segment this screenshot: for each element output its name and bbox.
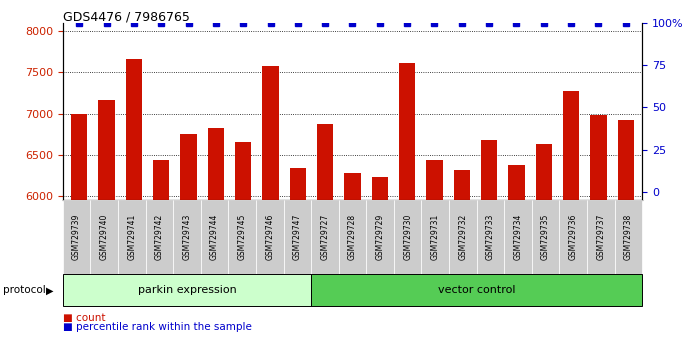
- Text: GSM729731: GSM729731: [431, 214, 440, 260]
- Text: GSM729732: GSM729732: [459, 214, 468, 260]
- Text: ■ count: ■ count: [63, 313, 105, 322]
- Text: GSM729737: GSM729737: [596, 214, 605, 261]
- Text: GSM729746: GSM729746: [265, 214, 274, 261]
- Bar: [153, 160, 170, 354]
- Bar: [563, 91, 579, 354]
- Text: parkin expression: parkin expression: [138, 285, 237, 295]
- Text: protocol: protocol: [3, 285, 46, 295]
- Bar: [290, 168, 306, 354]
- Text: vector control: vector control: [438, 285, 515, 295]
- Bar: [98, 99, 114, 354]
- Bar: [71, 114, 87, 354]
- Text: GSM729727: GSM729727: [320, 214, 329, 260]
- Bar: [399, 63, 415, 354]
- Bar: [535, 144, 552, 354]
- Bar: [317, 124, 334, 354]
- Text: GSM729730: GSM729730: [403, 214, 412, 261]
- Bar: [426, 160, 443, 354]
- Bar: [371, 177, 388, 354]
- Text: GSM729738: GSM729738: [624, 214, 633, 260]
- Text: GSM729745: GSM729745: [237, 214, 246, 261]
- Text: GSM729741: GSM729741: [127, 214, 136, 260]
- Bar: [344, 173, 361, 354]
- Bar: [180, 134, 197, 354]
- Text: GSM729728: GSM729728: [348, 214, 357, 260]
- Bar: [126, 59, 142, 354]
- Bar: [481, 140, 497, 354]
- Text: GSM729733: GSM729733: [486, 214, 495, 261]
- Text: GDS4476 / 7986765: GDS4476 / 7986765: [63, 11, 190, 24]
- Text: GSM729747: GSM729747: [293, 214, 302, 261]
- Text: GSM729729: GSM729729: [376, 214, 385, 260]
- Bar: [591, 115, 607, 354]
- Text: GSM729740: GSM729740: [100, 214, 109, 261]
- Bar: [235, 142, 251, 354]
- Text: ■ percentile rank within the sample: ■ percentile rank within the sample: [63, 322, 252, 332]
- Bar: [508, 165, 525, 354]
- Text: GSM729744: GSM729744: [210, 214, 219, 261]
- Bar: [618, 120, 634, 354]
- Text: GSM729736: GSM729736: [569, 214, 578, 261]
- Text: GSM729743: GSM729743: [182, 214, 191, 261]
- Bar: [207, 129, 224, 354]
- Bar: [454, 170, 470, 354]
- Text: GSM729739: GSM729739: [72, 214, 81, 261]
- Text: ▶: ▶: [46, 285, 54, 295]
- Text: GSM729735: GSM729735: [541, 214, 550, 261]
- Text: GSM729734: GSM729734: [514, 214, 523, 261]
- Text: GSM729742: GSM729742: [155, 214, 164, 260]
- Bar: [262, 66, 279, 354]
